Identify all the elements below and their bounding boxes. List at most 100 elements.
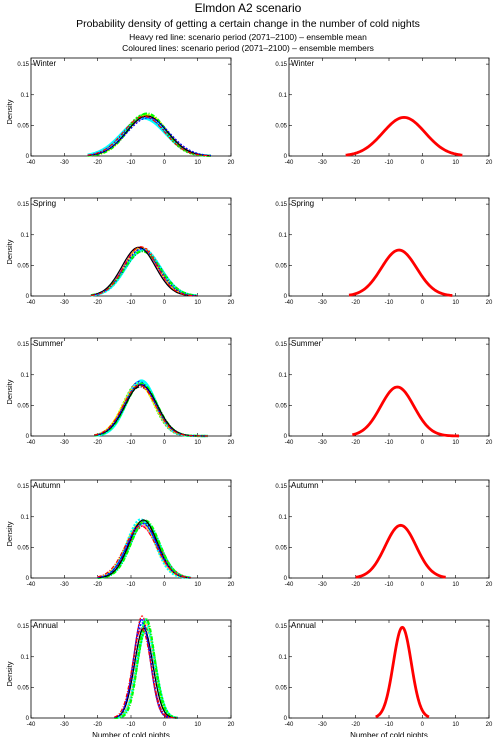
panel-winter-members-ytick-label: 0.15 [17, 62, 29, 68]
panel-summer-members-member-curve [94, 383, 208, 437]
panel-summer-mean-xtick-label: -30 [318, 440, 327, 446]
panel-spring-members-xtick-label: -20 [93, 300, 102, 306]
panel-summer-members-xtick-label: 10 [194, 440, 201, 446]
chart-title: Elmdon A2 scenario [194, 1, 302, 15]
panel-summer-members-ylabel: Density [5, 379, 14, 404]
panel-summer-mean-ytick-label: 0.1 [279, 373, 288, 379]
panel-spring-mean-ytick-label: 0.1 [279, 233, 288, 239]
panel-spring-members-member-curve [90, 246, 198, 297]
panel-annual-members-xtick-label: -30 [60, 722, 69, 728]
panel-annual-members-ylabel: Density [5, 661, 14, 686]
panel-autumn-mean-label: Autumn [291, 481, 319, 490]
panel-autumn-members-xtick-label: -20 [93, 582, 102, 588]
panel-summer-mean-xtick-label: 10 [452, 440, 459, 446]
panel-spring-members-label: Spring [33, 199, 56, 208]
panel-annual-mean-frame [288, 619, 490, 719]
panel-summer-members-xtick-label: -40 [27, 440, 36, 446]
panel-spring-mean-xtick-label: -30 [318, 300, 327, 306]
panel-winter-mean-ytick-label: 0.1 [279, 93, 288, 99]
panel-winter-members-xtick-label: -40 [27, 160, 36, 166]
panel-summer-members-xtick-label: -20 [93, 440, 102, 446]
panel-summer-mean-ytick-label: 0.15 [275, 342, 287, 348]
panel-winter-members-ytick-label: 0.1 [21, 93, 30, 99]
panel-summer-mean-mean-curve [352, 385, 460, 438]
chart-subtitle: Probability density of getting a certain… [76, 18, 420, 30]
panel-autumn-members-ytick-label: 0 [26, 576, 30, 582]
panel-annual-mean-xtick-label: -10 [385, 722, 394, 728]
panel-annual-members-xtick-label: -10 [127, 722, 136, 728]
panel-winter-members-xtick-label: 20 [228, 160, 235, 166]
panel-summer-mean-xtick-label: -40 [285, 440, 294, 446]
panel-autumn-members-xtick-label: -30 [60, 582, 69, 588]
panel-annual-mean-xtick-label: 10 [452, 722, 459, 728]
panel-autumn-members-frame [30, 479, 232, 579]
panel-spring-mean-xtick-label: -20 [351, 300, 360, 306]
panel-spring-members-ytick-label: 0.15 [17, 202, 29, 208]
panel-annual-members-ytick-label: 0.05 [17, 685, 29, 691]
panel-spring-members-ytick-label: 0 [26, 294, 30, 300]
panel-spring-members-frame [30, 197, 232, 297]
panel-winter-mean-frame [288, 57, 490, 157]
panel-autumn-mean-xtick-label: 20 [486, 582, 493, 588]
panel-summer-members-ytick-label: 0 [26, 434, 30, 440]
panel-annual-members-xtick-label: 20 [228, 722, 235, 728]
panel-summer-members-member-curve [94, 384, 208, 437]
panel-annual-mean-ytick-label: 0.15 [275, 624, 287, 630]
panel-autumn-mean-ytick-label: 0 [284, 576, 288, 582]
panel-winter-members-xtick-label: -20 [93, 160, 102, 166]
panel-spring-mean-xtick-label: 20 [486, 300, 493, 306]
panel-winter-mean-xtick-label: -20 [351, 160, 360, 166]
panel-autumn-members-xtick-label: 20 [228, 582, 235, 588]
legend-note-ensemble-members: Coloured lines: scenario period (2071–21… [122, 43, 374, 53]
panel-spring-members-xtick-label: -10 [127, 300, 136, 306]
panel-annual-mean-mean-curve [375, 625, 430, 719]
panel-spring-members-ylabel: Density [5, 239, 14, 264]
panel-spring-members-ytick-label: 0.1 [21, 233, 30, 239]
panel-winter-members-xtick-label: 10 [194, 160, 201, 166]
panel-winter-mean-ytick-label: 0.15 [275, 62, 287, 68]
panel-winter-members-member-curve [87, 115, 212, 157]
panel-autumn-members-ylabel: Density [5, 521, 14, 546]
panel-autumn-members-ytick-label: 0.05 [17, 545, 29, 551]
panel-winter-mean-xtick-label: 10 [452, 160, 459, 166]
panel-winter-mean-mean-curve [345, 116, 463, 157]
panel-annual-mean-xlabel: Number of cold nights [350, 731, 428, 737]
panel-autumn-members-xtick-label: 10 [194, 582, 201, 588]
panel-annual-members-member-curve [114, 618, 178, 720]
panel-winter-mean-xtick-label: -40 [285, 160, 294, 166]
panel-winter-members-xtick-label: 0 [163, 160, 167, 166]
panel-spring-mean-frame [288, 197, 490, 297]
panel-autumn-mean-mean-curve [355, 523, 446, 579]
panel-autumn-members-member-curve [97, 519, 192, 579]
panel-annual-mean-xtick-label: -40 [285, 722, 294, 728]
panel-summer-members-xtick-label: 0 [163, 440, 167, 446]
panel-spring-members-xtick-label: -30 [60, 300, 69, 306]
panel-summer-mean-xtick-label: 20 [486, 440, 493, 446]
panel-autumn-members-ytick-label: 0.15 [17, 484, 29, 490]
panel-annual-members-xtick-label: 10 [194, 722, 201, 728]
panel-summer-mean-ytick-label: 0.05 [275, 403, 287, 409]
panel-summer-mean-xtick-label: 0 [421, 440, 425, 446]
panel-annual-mean-xtick-label: -30 [318, 722, 327, 728]
panel-winter-mean-ytick-label: 0 [284, 154, 288, 160]
panel-autumn-mean-frame [288, 479, 490, 579]
panel-winter-mean-ytick-label: 0.05 [275, 123, 287, 129]
panel-annual-mean-xtick-label: -20 [351, 722, 360, 728]
panel-autumn-members-xtick-label: -10 [127, 582, 136, 588]
panel-summer-mean-frame [288, 337, 490, 437]
panel-winter-members-xtick-label: -10 [127, 160, 136, 166]
panel-winter-members-ylabel: Density [5, 99, 14, 124]
panel-annual-mean-xtick-label: 20 [486, 722, 493, 728]
panel-summer-mean-xtick-label: -10 [385, 440, 394, 446]
panel-annual-members-xtick-label: -20 [93, 722, 102, 728]
panel-spring-members-member-curve [90, 248, 198, 297]
panel-autumn-mean-xtick-label: -20 [351, 582, 360, 588]
panel-annual-mean-ytick-label: 0.1 [279, 655, 288, 661]
panel-summer-mean-label: Summer [291, 339, 322, 348]
panel-autumn-mean-xtick-label: -40 [285, 582, 294, 588]
panel-annual-mean-label: Annual [291, 621, 316, 630]
panel-winter-mean-xtick-label: 20 [486, 160, 493, 166]
panel-autumn-mean-ytick-label: 0.05 [275, 545, 287, 551]
panel-annual-mean-ytick-label: 0 [284, 716, 288, 722]
panel-summer-members-ytick-label: 0.05 [17, 403, 29, 409]
